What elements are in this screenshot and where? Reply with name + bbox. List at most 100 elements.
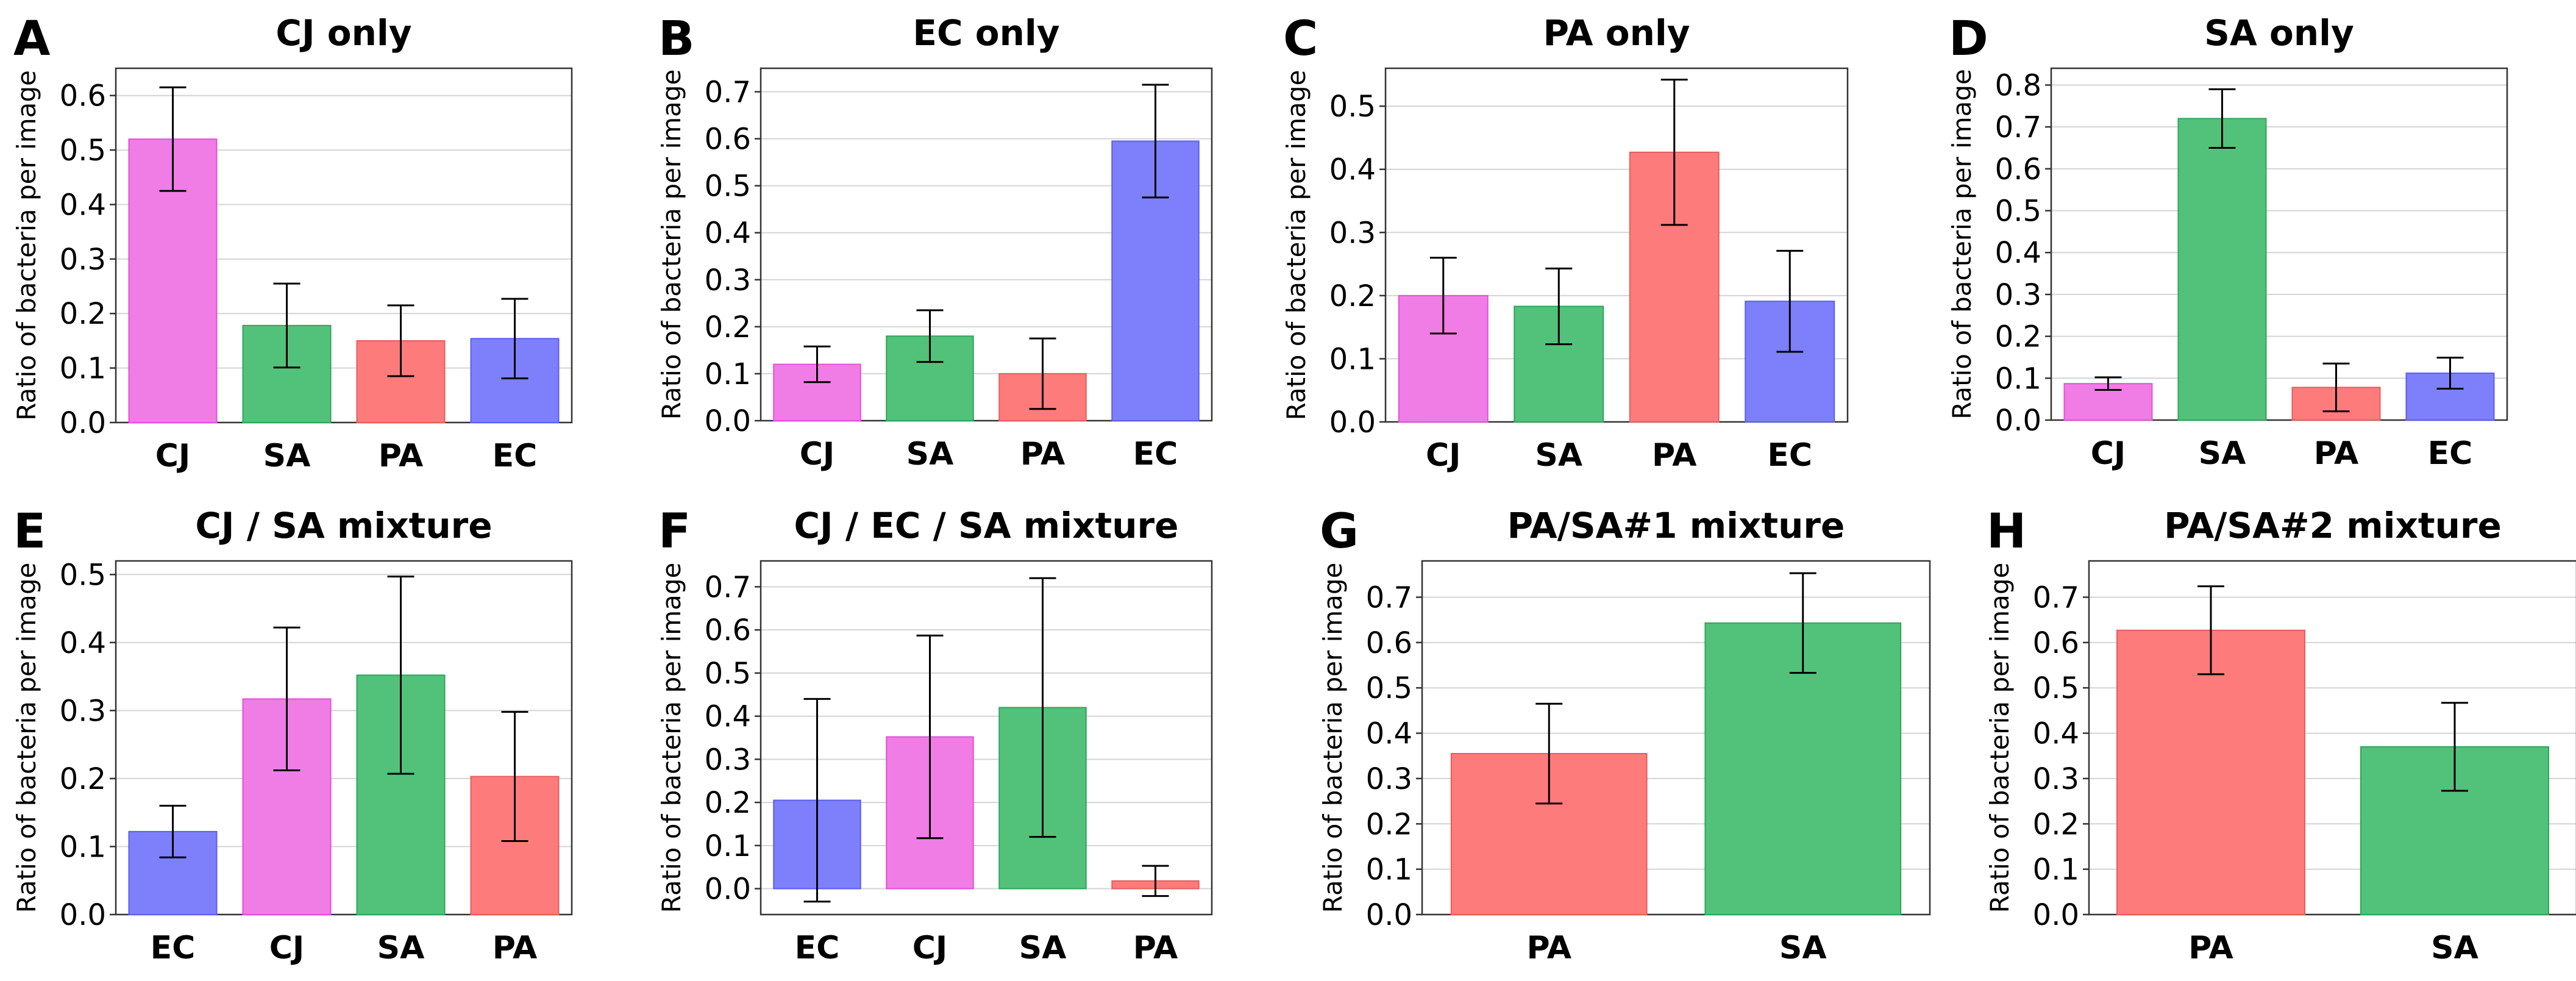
plot-frame (1384, 67, 1849, 423)
bar-pa (2116, 629, 2305, 916)
x-category-label: SA (1535, 437, 1582, 474)
y-tick-label: 0.3 (705, 263, 751, 298)
x-category-label: EC (1767, 437, 1812, 474)
y-tick-label: 0.3 (705, 743, 751, 777)
x-category-label: CJ (913, 930, 948, 966)
y-tick-label: 0.4 (1329, 153, 1376, 187)
y-tick-label: 0.2 (1995, 320, 2041, 354)
panel-title: PA only (1543, 12, 1690, 54)
y-tick-label: 0.6 (60, 79, 106, 113)
y-tick-label: 0.1 (60, 352, 106, 386)
y-axis-label: Ratio of bacteria per image (1281, 70, 1311, 421)
y-tick-label: 0.7 (1995, 110, 2041, 144)
plot-frame (115, 560, 573, 916)
y-tick-label: 0.4 (1995, 236, 2041, 270)
y-tick-label: 0.3 (1995, 278, 2041, 312)
x-category-label: CJ (2091, 435, 2126, 472)
x-category-label: EC (151, 930, 196, 966)
panel-b: 0.0 0.1 0.2 0.3 0.4 0.5 0.6 0.7 CJ SA PA EC EC only B… (656, 12, 1213, 473)
y-tick-label: 0.4 (705, 216, 751, 251)
panel-c: 0.0 0.1 0.2 0.3 0.4 0.5 CJ SA PA EC PA only C Ratio … (1281, 12, 1849, 474)
x-category-label: PA (2314, 435, 2359, 472)
bar-sa (886, 335, 974, 422)
x-category-label: SA (2431, 930, 2478, 966)
x-category-label: SA (377, 930, 425, 966)
y-axis-label: Ratio of bacteria per image (12, 563, 41, 913)
x-category-label: SA (263, 438, 311, 474)
y-tick-label: 0.0 (1995, 404, 2041, 438)
y-axis-label: Ratio of bacteria per image (656, 563, 686, 913)
y-tick-label: 0.0 (1366, 898, 1412, 932)
panel-letter: C (1283, 12, 1318, 66)
y-tick-label: 0.4 (2033, 717, 2079, 751)
y-tick-label: 0.6 (705, 613, 751, 647)
y-tick-label: 0.4 (1366, 717, 1412, 751)
y-tick-label: 0.1 (1329, 342, 1376, 376)
y-tick-label: 0.2 (60, 762, 106, 796)
panel-title: CJ only (276, 12, 411, 54)
x-category-label: CJ (155, 438, 191, 474)
panel-letter: A (13, 12, 50, 66)
x-category-label: CJ (800, 436, 835, 473)
y-tick-label: 0.0 (60, 406, 106, 440)
y-tick-label: 0.5 (1366, 671, 1412, 705)
y-tick-label: 0.5 (2033, 671, 2079, 705)
x-category-label: PA (1526, 930, 1571, 966)
x-category-label: PA (2188, 930, 2233, 966)
y-axis-label: Ratio of bacteria per image (1947, 69, 1977, 419)
y-tick-label: 0.2 (2033, 807, 2079, 841)
plot-frame (760, 560, 1213, 916)
y-tick-label: 0.2 (60, 297, 106, 331)
panel-letter: F (658, 504, 691, 559)
y-tick-label: 0.7 (1366, 580, 1412, 615)
y-tick-label: 0.2 (1329, 279, 1376, 313)
y-tick-label: 0.2 (705, 786, 751, 820)
y-tick-label: 0.3 (1366, 762, 1412, 796)
x-category-label: PA (379, 438, 424, 474)
panel-title: PA/SA#2 mixture (2164, 505, 2502, 546)
panel-title: CJ / EC / SA mixture (794, 505, 1178, 546)
panel-title: EC only (913, 12, 1059, 54)
x-category-label: SA (1019, 930, 1067, 966)
y-tick-label: 0.2 (1366, 807, 1412, 841)
x-category-label: SA (1779, 930, 1827, 966)
y-tick-label: 0.6 (2033, 626, 2079, 660)
x-category-label: PA (1652, 437, 1697, 474)
panel-title: SA only (2204, 12, 2354, 54)
y-tick-label: 0.1 (1366, 853, 1412, 887)
y-tick-label: 0.1 (705, 357, 751, 391)
y-tick-label: 0.3 (60, 243, 106, 277)
y-tick-label: 0.7 (705, 76, 751, 110)
plot-frame (760, 67, 1213, 422)
panel-title: PA/SA#1 mixture (1507, 505, 1845, 546)
x-category-label: EC (795, 930, 840, 966)
y-tick-label: 0.1 (1995, 362, 2041, 396)
y-tick-label: 0.5 (60, 134, 106, 168)
x-category-label: SA (2199, 435, 2246, 472)
y-tick-label: 0.1 (705, 829, 751, 863)
y-tick-label: 0.5 (1995, 194, 2041, 229)
panel-g: 0.0 0.1 0.2 0.3 0.4 0.5 0.6 0.7 PA SA PA/SA#1 mixt… (1318, 504, 1931, 966)
plot-frame (2050, 67, 2508, 421)
y-tick-label: 0.8 (1995, 68, 2041, 102)
y-tick-label: 0.2 (705, 310, 751, 344)
x-category-label: CJ (1426, 437, 1461, 474)
y-tick-label: 0.3 (60, 694, 106, 728)
bar-sa (2177, 118, 2267, 421)
y-tick-label: 0.5 (705, 169, 751, 204)
y-tick-label: 0.4 (60, 188, 106, 222)
y-tick-label: 0.3 (1329, 216, 1376, 250)
y-tick-label: 0.7 (705, 570, 751, 604)
panel-letter: G (1320, 504, 1359, 559)
y-axis-label: Ratio of bacteria per image (656, 70, 686, 420)
y-axis-label: Ratio of bacteria per image (1318, 563, 1348, 913)
panel-letter: H (1987, 504, 2026, 559)
panel-f: 0.0 0.1 0.2 0.3 0.4 0.5 0.6 0.7 EC CJ SA PA CJ / EC … (656, 504, 1213, 966)
x-category-label: EC (1133, 436, 1178, 473)
y-tick-label: 0.0 (60, 898, 106, 932)
bar-ec (470, 338, 560, 424)
plot-frame (2088, 560, 2576, 916)
y-tick-label: 0.6 (705, 123, 751, 157)
x-category-label: PA (493, 930, 538, 966)
